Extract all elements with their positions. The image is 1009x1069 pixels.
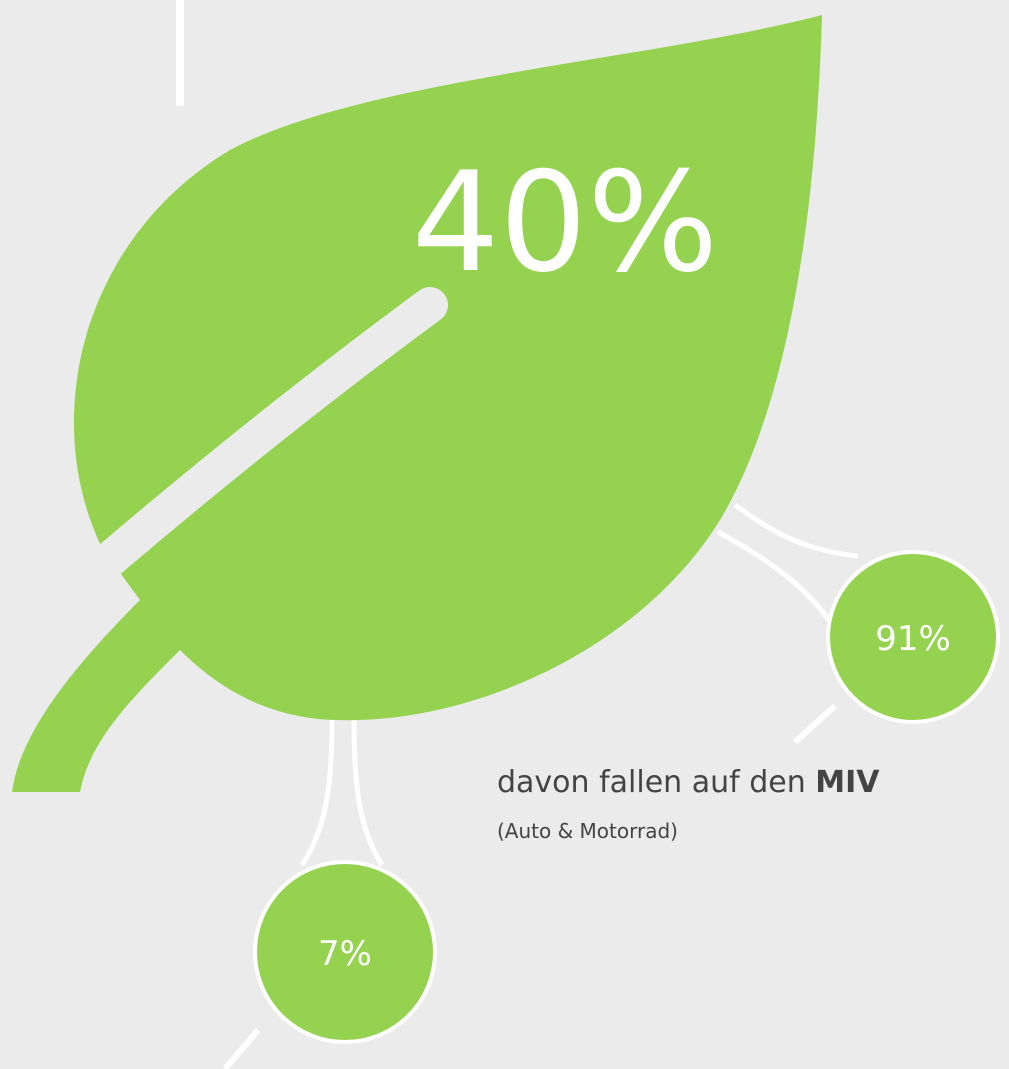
caption-highlight: MIV: [815, 765, 880, 800]
connector-line: [792, 703, 838, 745]
connector-line: [351, 719, 385, 867]
connector-line: [222, 1028, 261, 1069]
bubble: [253, 860, 437, 1044]
bubble: [826, 550, 1000, 724]
connector-line: [299, 719, 335, 867]
connector-line: [733, 502, 859, 559]
bubble-value: 7%: [318, 934, 372, 974]
caption-note: (Auto & Motorrad): [497, 819, 678, 843]
leaf: [12, 15, 822, 792]
caption: davon fallen auf den MIV: [497, 765, 880, 800]
leaf-vein: [62, 287, 448, 603]
connector-line: [716, 529, 835, 627]
leaf-value: 40%: [412, 142, 719, 303]
caption-text: davon fallen auf den: [497, 765, 806, 800]
bubble-value: 91%: [875, 619, 951, 659]
